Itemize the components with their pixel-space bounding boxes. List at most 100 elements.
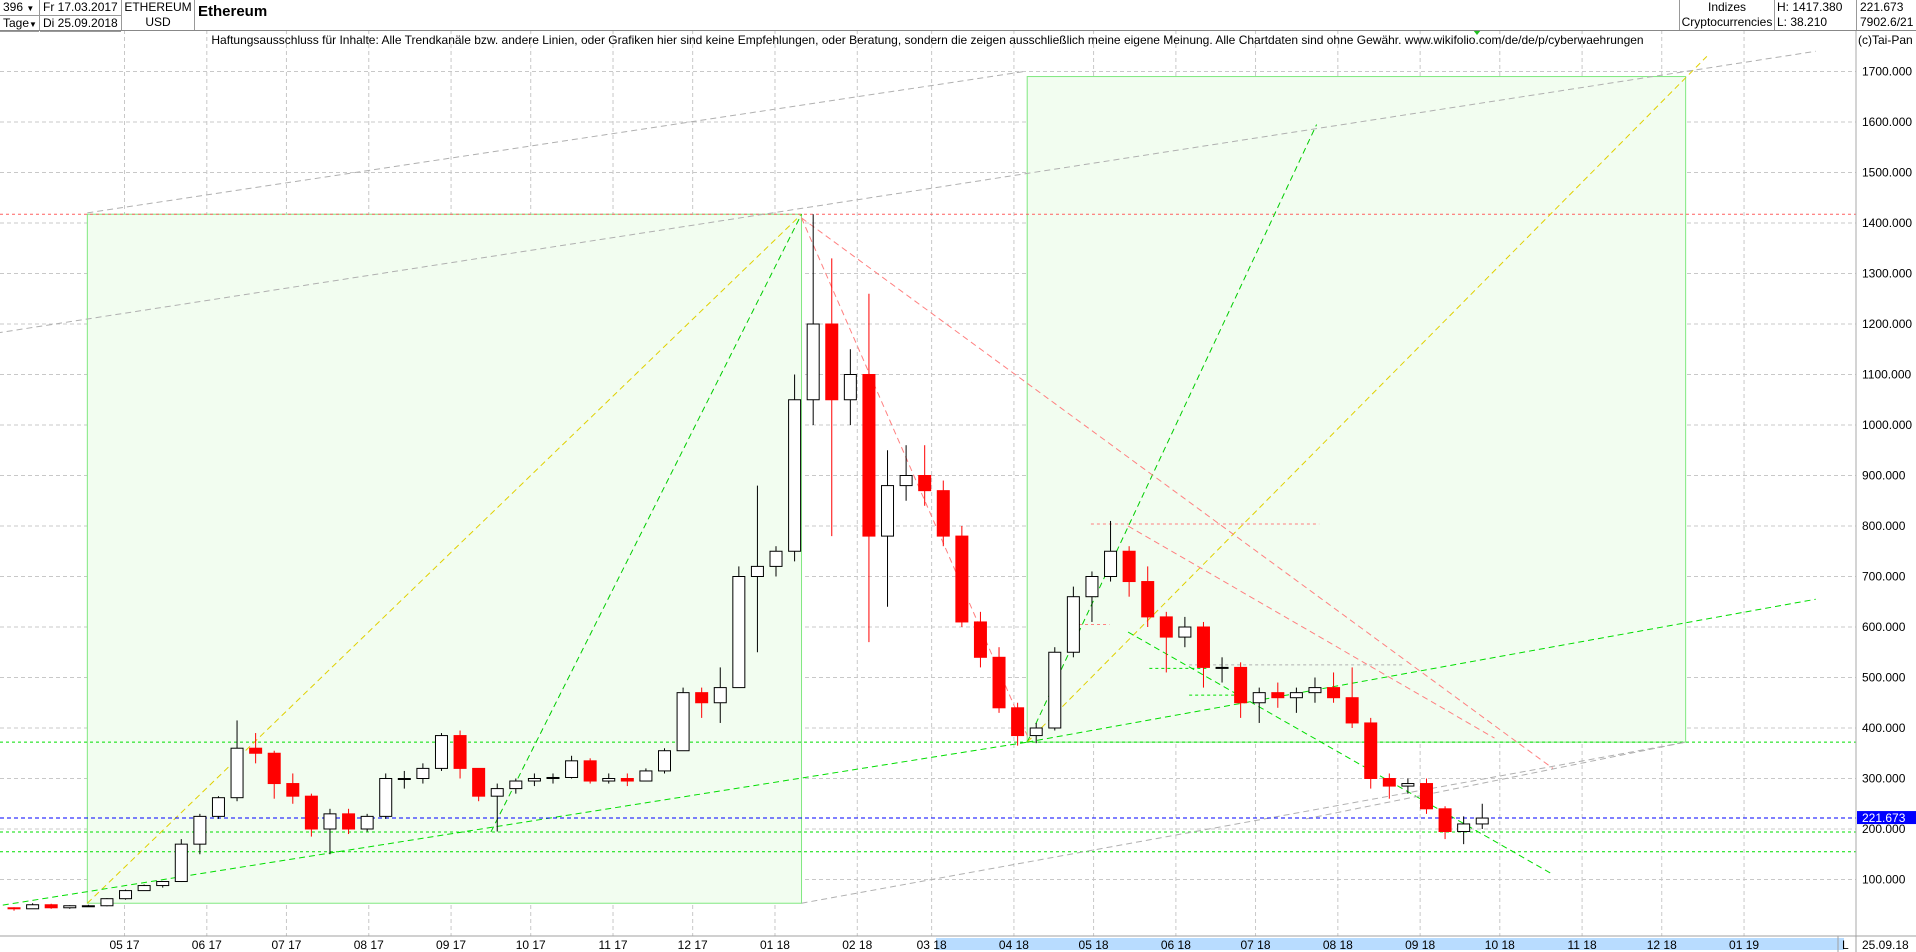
candle-body xyxy=(453,735,467,769)
candle-body xyxy=(1382,778,1396,787)
candle-body xyxy=(1029,727,1043,737)
y-tick-label: 600.000 xyxy=(1862,620,1906,634)
candle-body xyxy=(918,475,932,492)
candle-body xyxy=(676,692,690,752)
symbol-cell: ETHEREUM USD xyxy=(122,0,195,30)
y-tick-label: 900.000 xyxy=(1862,469,1906,483)
candle-body xyxy=(342,813,356,830)
candle-body xyxy=(267,752,281,785)
bars-count-cell[interactable]: 396 ▼ Tage▼ xyxy=(0,0,40,32)
x-tick-label: 01 18 xyxy=(760,938,790,952)
candle-body xyxy=(397,778,411,780)
x-tick-label: 05 18 xyxy=(1079,938,1109,952)
candle-body xyxy=(100,898,114,907)
candle-body xyxy=(769,550,783,567)
candle-body xyxy=(936,490,950,537)
candle-body xyxy=(695,692,709,704)
date-to[interactable]: Di 25.09.2018 xyxy=(40,16,121,32)
y-tick-label: 800.000 xyxy=(1862,519,1906,533)
price-axis[interactable]: 100.000 200.000 300.000 400.000 500.000 600.0… xyxy=(1857,65,1916,887)
x-tick-label: 04 18 xyxy=(999,938,1029,952)
high-low-cell: H: 1417.380 L: 38.210 xyxy=(1775,0,1857,30)
y-tick-label: 1000.000 xyxy=(1862,418,1912,432)
candle-body xyxy=(379,778,393,817)
y-tick-label: 500.000 xyxy=(1862,671,1906,685)
y-tick-label: 1300.000 xyxy=(1862,267,1912,281)
candle-body xyxy=(732,576,746,689)
trendline xyxy=(1127,631,1554,875)
y-tick-label: 200.000 xyxy=(1862,822,1906,836)
candle-body xyxy=(26,904,40,910)
chevron-down-icon[interactable]: ▼ xyxy=(29,20,37,29)
candle-body xyxy=(1196,626,1210,668)
candle-body xyxy=(7,907,21,910)
candle-body xyxy=(955,535,969,623)
x-tick-label: 09 18 xyxy=(1405,938,1435,952)
candle-body xyxy=(211,797,225,817)
date-range-cell[interactable]: Fr 17.03.2017 Di 25.09.2018 xyxy=(40,0,122,32)
range-box xyxy=(1026,76,1687,743)
currency: USD xyxy=(145,15,171,29)
candle-body xyxy=(1178,626,1192,638)
trendline xyxy=(1127,525,1495,739)
candle-body xyxy=(63,905,77,909)
candle-body xyxy=(843,374,857,401)
marker-triangle-icon[interactable] xyxy=(1473,30,1481,35)
candle-body xyxy=(583,760,597,782)
trendline xyxy=(1027,598,1816,743)
candle-body xyxy=(1345,697,1359,724)
x-tick-label: 10 17 xyxy=(516,938,546,952)
bars-count[interactable]: 396 xyxy=(3,0,24,14)
candle-body xyxy=(304,795,318,830)
candle-body xyxy=(490,788,504,797)
extra-value: 7902.6/21 xyxy=(1860,15,1914,29)
x-tick-label: 07 17 xyxy=(271,938,301,952)
trendline xyxy=(801,741,1686,904)
candle-body xyxy=(602,778,616,782)
candle-body xyxy=(825,323,839,401)
candle-body xyxy=(1141,581,1155,618)
x-tick-label: 10 18 xyxy=(1485,938,1515,952)
last-date-label: 25.09.18 xyxy=(1862,938,1909,952)
candle-body xyxy=(1364,722,1378,780)
y-tick-label: 700.000 xyxy=(1862,570,1906,584)
candle-body xyxy=(1085,576,1099,598)
trendline xyxy=(1026,55,1708,743)
scale-mode-toggle[interactable]: L xyxy=(1842,938,1849,952)
candle-body xyxy=(1419,783,1433,810)
interval-select[interactable]: Tage xyxy=(3,16,30,30)
candle-body xyxy=(286,783,300,797)
candle-body xyxy=(1234,666,1248,704)
last-cell: 221.673 7902.6/21 xyxy=(1857,0,1916,30)
candle-body xyxy=(81,905,95,908)
candle-body xyxy=(1327,687,1341,699)
candle-body xyxy=(1401,783,1415,787)
x-tick-label: 08 17 xyxy=(354,938,384,952)
candle-body xyxy=(713,687,727,704)
low-value: L: 38.210 xyxy=(1777,15,1828,29)
candle-body xyxy=(119,890,133,900)
candle-body xyxy=(546,776,560,779)
symbol: ETHEREUM xyxy=(124,0,192,14)
x-tick-label: 01 19 xyxy=(1729,938,1759,952)
candle-body xyxy=(639,770,653,782)
visible-range-highlight[interactable] xyxy=(936,938,1844,950)
last-value: 221.673 xyxy=(1860,0,1904,14)
candle-body xyxy=(1289,692,1303,699)
candle-body xyxy=(1104,550,1118,577)
date-from[interactable]: Fr 17.03.2017 xyxy=(40,0,121,16)
candle-body xyxy=(788,399,802,552)
last-price-label: 221.673 xyxy=(1862,811,1906,825)
chart-title: Ethereum xyxy=(198,3,268,20)
time-axis[interactable]: 05 17 06 17 07 17 08 17 09 17 10 17 11 17 12 17… xyxy=(109,938,1759,952)
x-tick-label: 11 17 xyxy=(598,938,627,952)
candles xyxy=(7,214,1489,911)
chevron-down-icon[interactable]: ▼ xyxy=(26,4,35,13)
candle-body xyxy=(137,885,151,892)
candle-body xyxy=(862,374,876,537)
y-tick-label: 400.000 xyxy=(1862,721,1906,735)
candle-body xyxy=(1438,808,1452,833)
x-tick-label: 08 18 xyxy=(1323,938,1353,952)
x-tick-label: 11 18 xyxy=(1568,938,1597,952)
